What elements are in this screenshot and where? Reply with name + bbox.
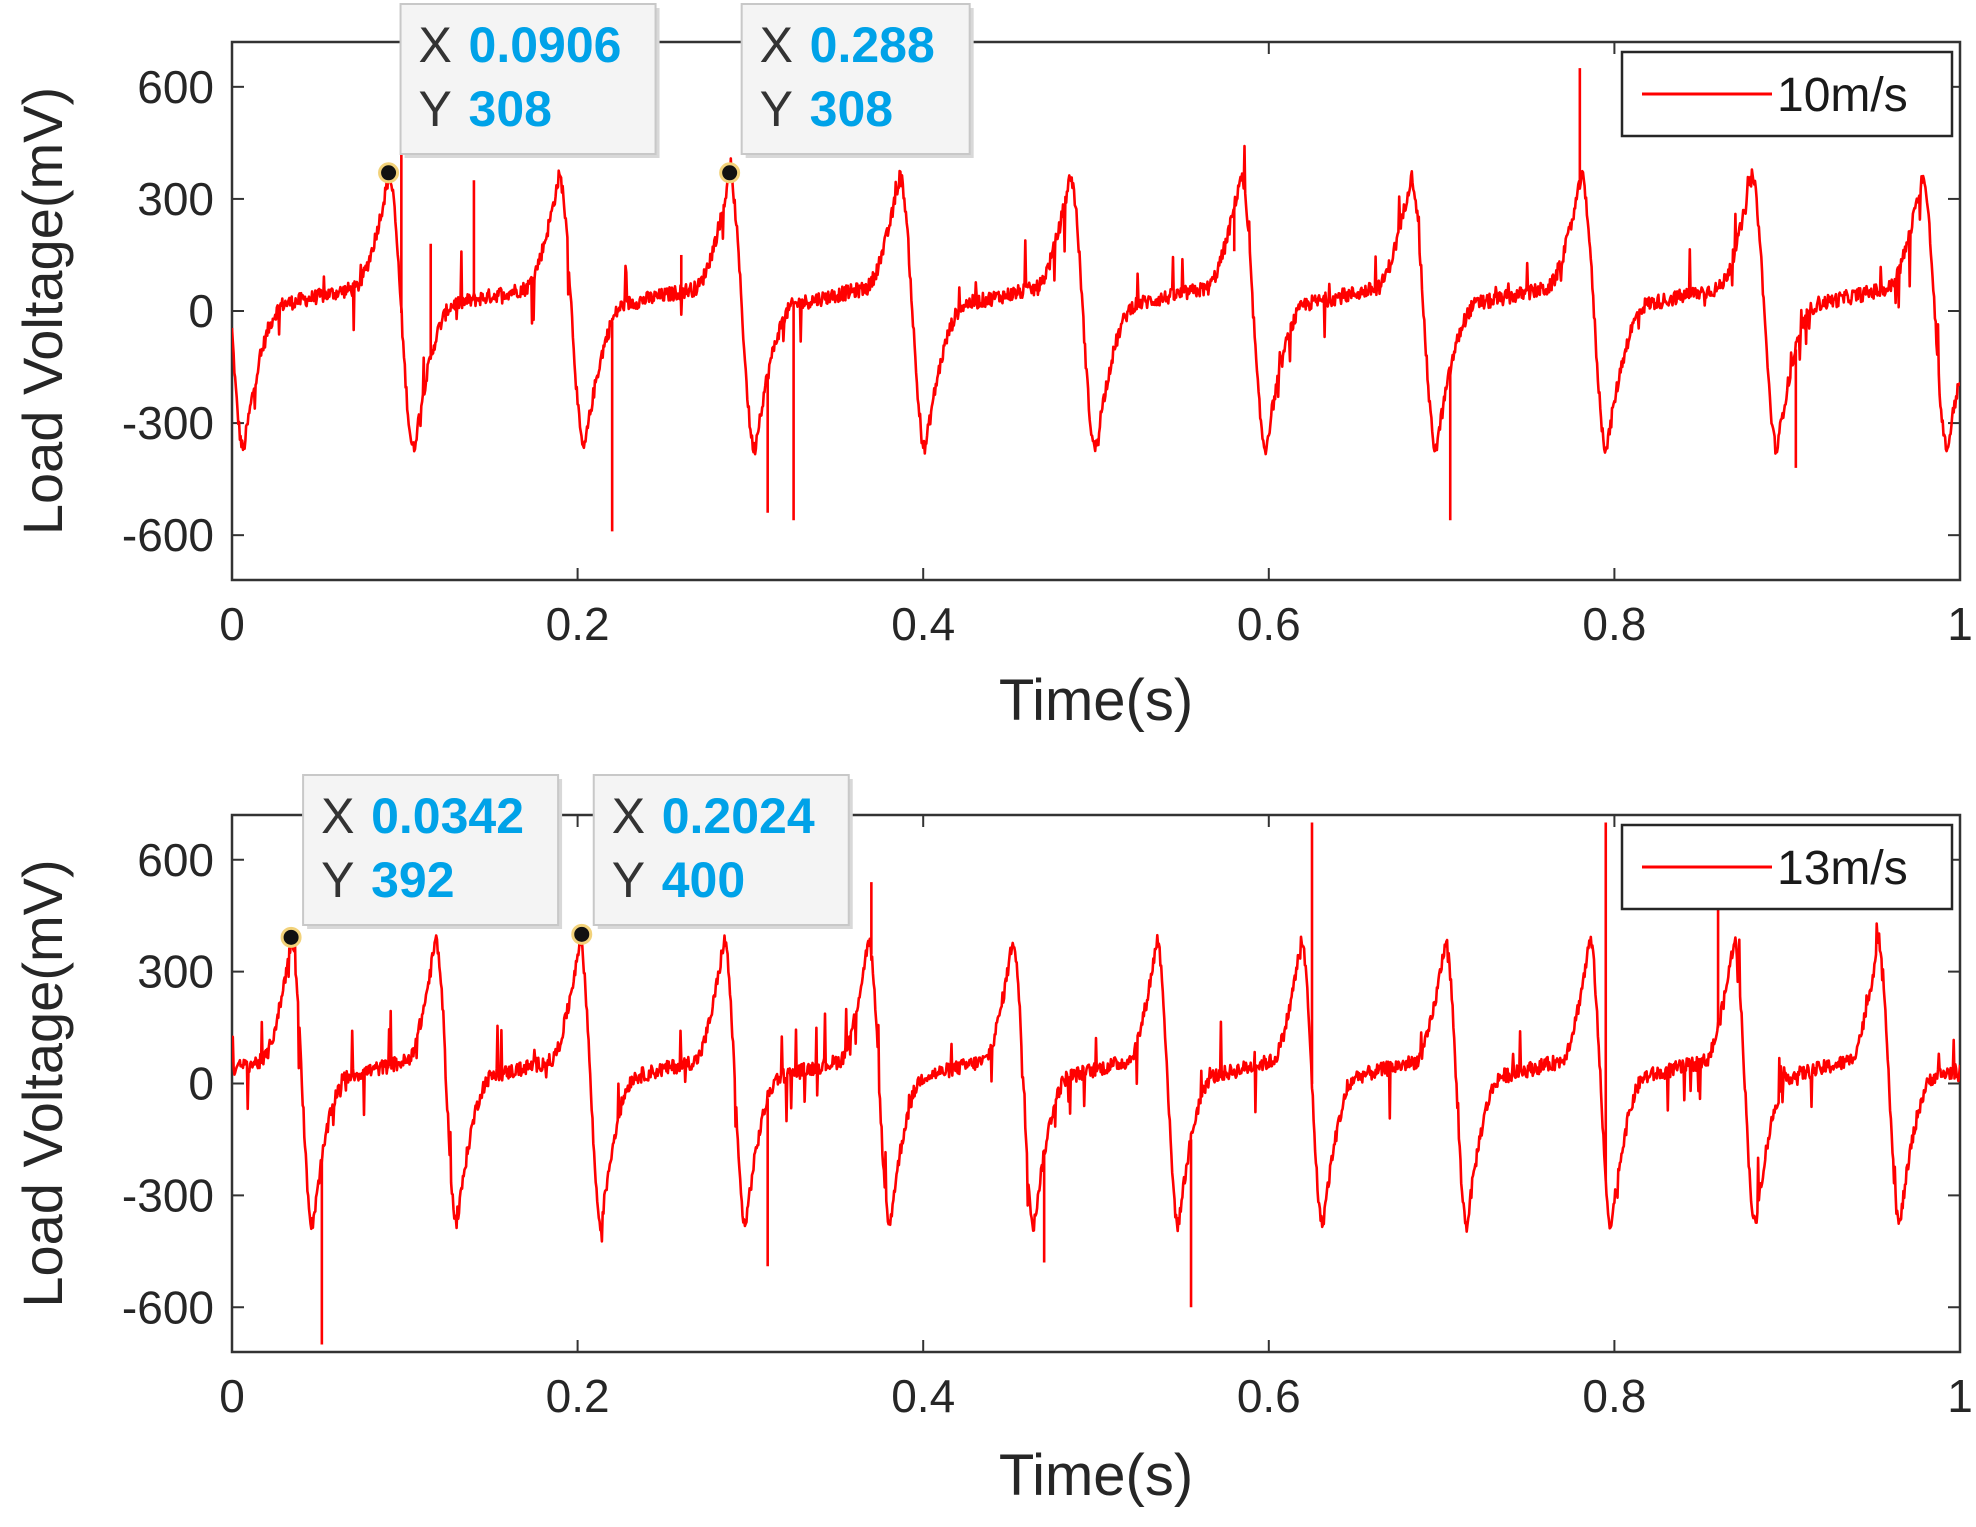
datatip-y-value: 392 [371, 852, 454, 908]
series-line-13m/s [232, 922, 1960, 1243]
x-tick-label: 1 [1947, 1370, 1973, 1422]
x-tick-label: 0 [219, 598, 245, 650]
y-tick-label: 600 [137, 834, 214, 886]
y-tick-label: 300 [137, 946, 214, 998]
y-tick-label: 0 [188, 285, 214, 337]
x-tick-label: 1 [1947, 598, 1973, 650]
y-axis-label: Load Voltage(mV) [11, 87, 74, 535]
datatip-x-label: X [419, 17, 452, 73]
datatip-marker [378, 162, 400, 184]
datatip-box [592, 774, 850, 926]
datatip-y-label: Y [612, 852, 645, 908]
x-tick-label: 0.4 [891, 1370, 955, 1422]
y-tick-label: -300 [122, 397, 214, 449]
x-axis-label: Time(s) [999, 1443, 1193, 1508]
x-tick-label: 0.4 [891, 598, 955, 650]
datatip-y-label: Y [760, 81, 793, 137]
datatip-x-label: X [760, 17, 793, 73]
datatip: X 0.2024 Y 400 [571, 774, 853, 945]
y-tick-label: -600 [122, 509, 214, 561]
datatip-marker [719, 162, 741, 184]
datatip-marker [280, 926, 302, 948]
datatip-x-value: 0.288 [810, 17, 935, 73]
x-tick-label: 0 [219, 1370, 245, 1422]
datatip-y-label: Y [321, 852, 354, 908]
x-tick-label: 0.8 [1582, 598, 1646, 650]
x-axis-label: Time(s) [999, 668, 1193, 733]
y-axis-label: Load Voltage(mV) [11, 859, 74, 1307]
x-tick-label: 0.2 [546, 598, 610, 650]
datatip-x-value: 0.0342 [371, 788, 524, 844]
chart-panel-bottom: 0 0.2 0.4 0.6 0.8 1 600 300 0 -300 -600 Time(s) Load… [11, 774, 1973, 1508]
datatip: X 0.0906 Y 308 [378, 3, 660, 184]
y-tick-label: 600 [137, 61, 214, 113]
datatip-x-label: X [612, 788, 645, 844]
datatip: X 0.0342 Y 392 [280, 774, 563, 948]
datatip-y-value: 308 [469, 81, 552, 137]
x-tick-label: 0.8 [1582, 1370, 1646, 1422]
datatip-y-label: Y [419, 81, 452, 137]
x-tick-label: 0.2 [546, 1370, 610, 1422]
datatip-marker [571, 923, 593, 945]
datatip-y-value: 308 [810, 81, 893, 137]
datatip-x-label: X [321, 788, 354, 844]
datatip-box [302, 774, 560, 926]
datatip-x-value: 0.2024 [662, 788, 815, 844]
datatip: X 0.288 Y 308 [719, 3, 974, 184]
legend-label: 13m/s [1777, 842, 1908, 895]
y-tick-label: 300 [137, 173, 214, 225]
datatip-box [740, 3, 971, 155]
datatip-box [399, 3, 657, 155]
datatip-y-value: 400 [662, 852, 745, 908]
legend-label: 10m/s [1777, 69, 1908, 122]
y-tick-label: -300 [122, 1169, 214, 1221]
chart-panel-top: 0 0.2 0.4 0.6 0.8 1 600 300 0 -300 -600 Time(s) Load… [11, 3, 1973, 733]
series-line-10m/s [232, 144, 1960, 456]
datatip-x-value: 0.0906 [469, 17, 622, 73]
x-tick-label: 0.6 [1237, 1370, 1301, 1422]
y-tick-label: -600 [122, 1281, 214, 1333]
y-tick-label: 0 [188, 1058, 214, 1110]
x-tick-label: 0.6 [1237, 598, 1301, 650]
